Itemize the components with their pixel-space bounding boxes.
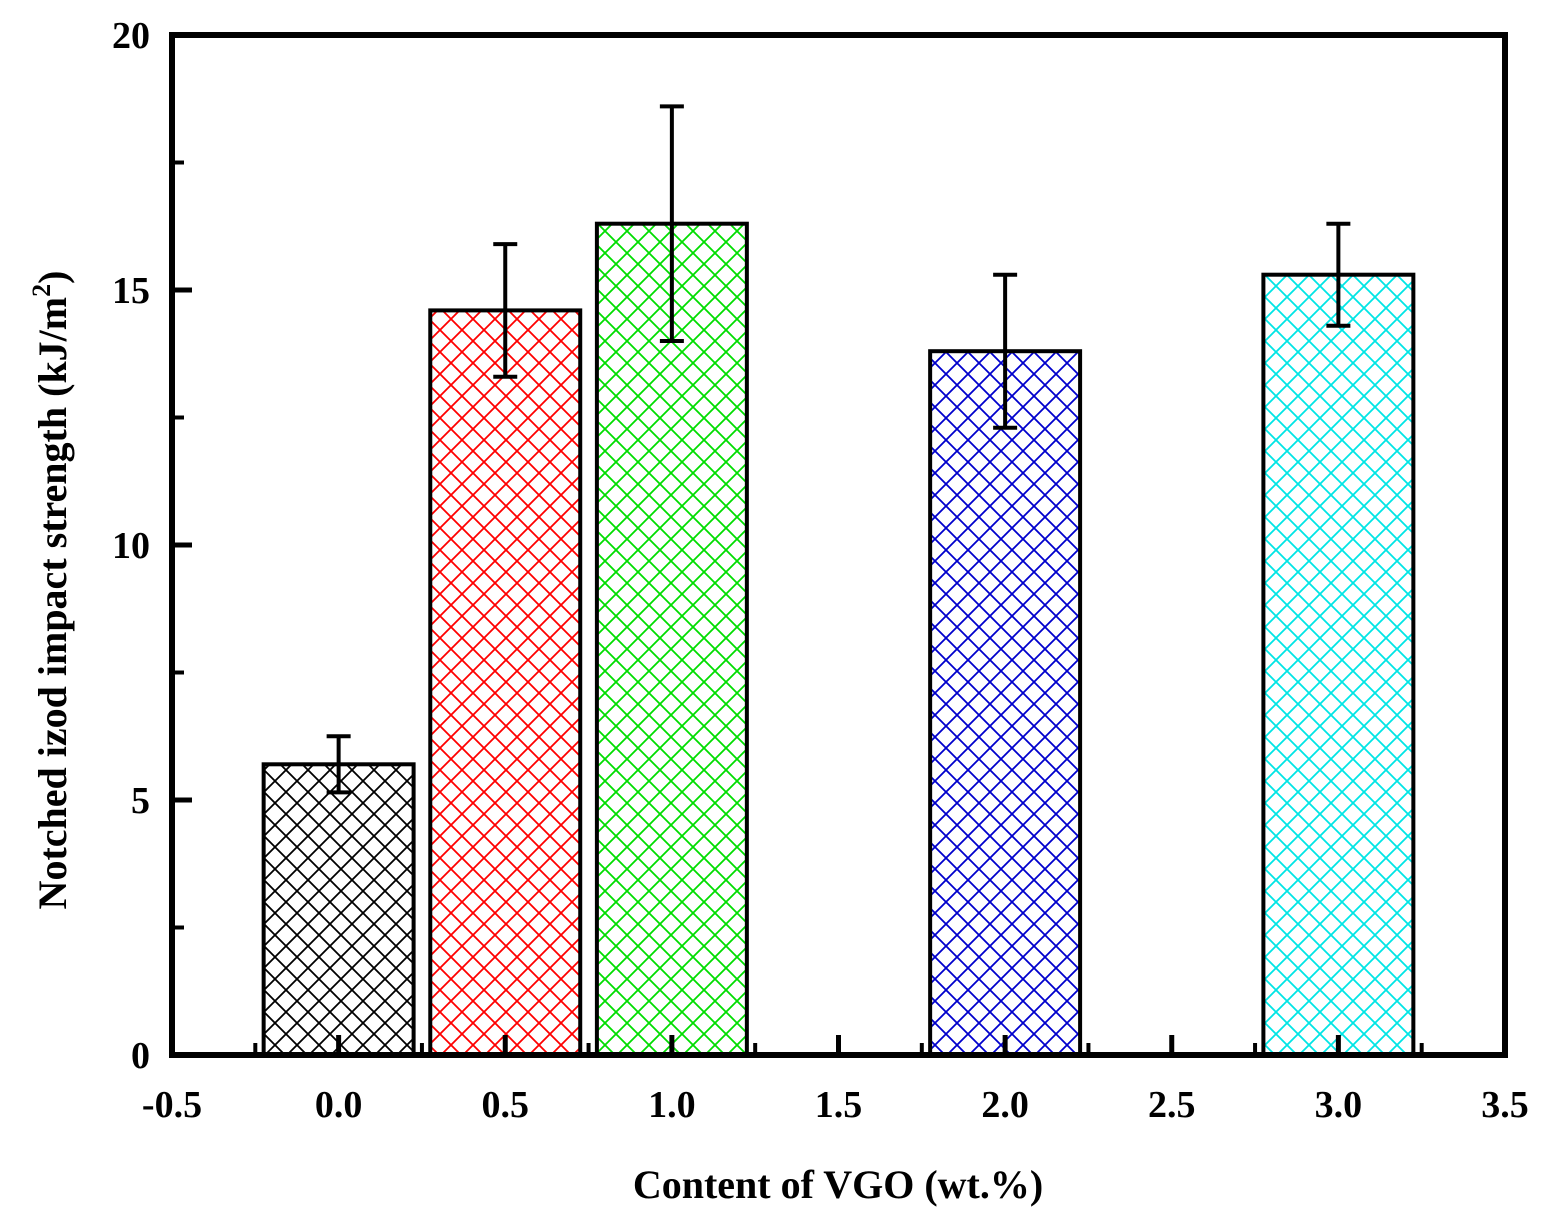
bar-3 bbox=[1261, 272, 1416, 1057]
y-axis-title-superscript: 2 bbox=[27, 284, 56, 297]
x-tick-label: 1.5 bbox=[815, 1084, 863, 1126]
x-tick-label: 0.5 bbox=[482, 1084, 530, 1126]
y-axis-title-main: Notched izod impact strength (kJ/m bbox=[30, 297, 75, 910]
y-axis-title-suffix: ) bbox=[30, 271, 75, 284]
tick-labels-layer: -0.5 0.0 0.5 1.0 1.5 2.0 2.5 3.0 3.5 0 5 10 15 20 bbox=[112, 15, 1529, 1126]
bars-layer bbox=[261, 221, 1416, 1057]
bar-0 bbox=[261, 762, 416, 1057]
y-tick-label: 5 bbox=[131, 780, 150, 822]
x-tick-label: 2.5 bbox=[1148, 1084, 1196, 1126]
y-tick-label: 15 bbox=[112, 270, 150, 312]
y-tick-label: 0 bbox=[131, 1035, 150, 1077]
bar-0-5 bbox=[428, 308, 583, 1057]
error-bar-0 bbox=[326, 734, 351, 795]
y-tick-label: 20 bbox=[112, 15, 150, 57]
x-tick-label: 2.0 bbox=[981, 1084, 1029, 1126]
x-tick-label: 3.0 bbox=[1315, 1084, 1363, 1126]
ticks-layer bbox=[169, 32, 1508, 1058]
error-bar-1 bbox=[659, 104, 684, 343]
x-axis-title: Content of VGO (wt.%) bbox=[633, 1162, 1043, 1207]
x-tick-label: 3.5 bbox=[1481, 1084, 1529, 1126]
bar-2 bbox=[928, 349, 1083, 1057]
error-bar-2 bbox=[993, 272, 1018, 430]
error-bar-3 bbox=[1326, 221, 1351, 328]
x-tick-label: 0.0 bbox=[315, 1084, 363, 1126]
y-tick-label: 10 bbox=[112, 525, 150, 567]
x-tick-label: -0.5 bbox=[142, 1084, 202, 1126]
error-bar-0-5 bbox=[493, 242, 518, 379]
bar-1 bbox=[594, 221, 749, 1057]
x-tick-label: 1.0 bbox=[648, 1084, 696, 1126]
y-axis-title: Notched izod impact strength (kJ/m2) bbox=[27, 271, 75, 910]
error-bars-layer bbox=[326, 104, 1351, 795]
